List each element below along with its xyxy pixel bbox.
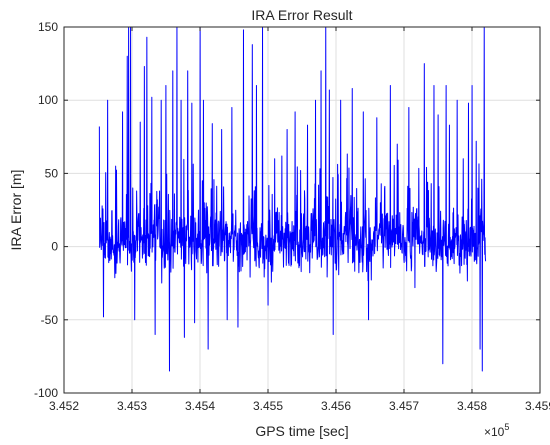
x-tick-label: 3.452 <box>49 399 79 413</box>
x-axis-label: GPS time [sec] <box>255 423 348 439</box>
axes-frame <box>63 26 541 394</box>
y-tick-label: 150 <box>38 20 58 34</box>
y-tick-label: 50 <box>45 166 59 180</box>
x-tick-label: 3.457 <box>389 399 419 413</box>
x-tick-label: 3.454 <box>185 399 215 413</box>
ticks: 3.452 3.453 3.454 3.455 3.456 3.457 3.458 3.459… <box>34 20 550 413</box>
x-tick-label: 3.458 <box>457 399 487 413</box>
x-axis-exponent-power: 5 <box>504 422 509 432</box>
y-tick-label: 0 <box>51 240 58 254</box>
x-tick-label: 3.453 <box>117 399 147 413</box>
y-tick-label: -50 <box>41 313 59 327</box>
y-tick-label: -100 <box>34 386 58 400</box>
x-axis-exponent-base: ×10 <box>484 425 505 439</box>
x-tick-label: 3.455 <box>253 399 283 413</box>
x-tick-label: 3.459 <box>525 399 550 413</box>
y-axis-label: IRA Error [m] <box>8 170 24 251</box>
plot-area: 3.452 3.453 3.454 3.455 3.456 3.457 3.458 3.459… <box>34 20 550 413</box>
x-tick-label: 3.456 <box>321 399 351 413</box>
series-line <box>98 27 487 372</box>
chart-title: IRA Error Result <box>251 7 352 23</box>
x-axis-exponent: ×105 <box>484 422 509 439</box>
y-tick-label: 100 <box>38 93 58 107</box>
